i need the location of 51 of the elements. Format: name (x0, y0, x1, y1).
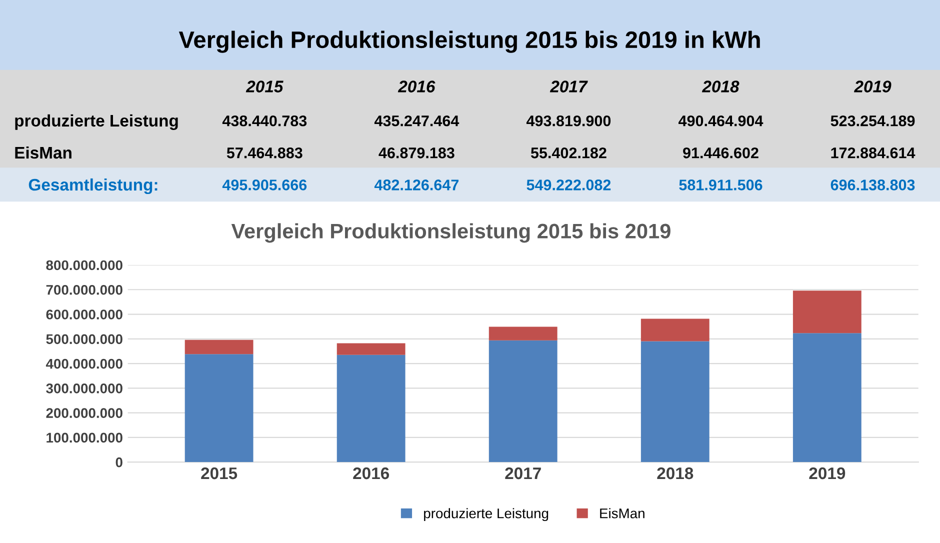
bar (792, 290, 862, 334)
text: 549.222.082 (526, 180, 611, 190)
x-tick-label: 2019 (809, 467, 846, 480)
data-label: 438.440.783 (222, 115, 307, 126)
text: Gesamtleistung: (28, 178, 158, 194)
bar (640, 341, 710, 462)
x-tick-label: 2017 (505, 467, 541, 480)
y-tick-label: 200.000.000 (46, 408, 122, 418)
text: produzierte Leistung (15, 114, 178, 130)
y-tick-label: 300.000.000 (46, 384, 122, 394)
category-label: 2017 (550, 80, 588, 92)
y-tick-label: 0 (116, 457, 122, 468)
category-label: 2018 (702, 80, 740, 92)
y-tick-label: 800.000.000 (46, 260, 122, 270)
data-label: 55.402.182 (530, 147, 606, 158)
data-label: 91.446.602 (683, 147, 758, 158)
bar (336, 354, 406, 462)
x-tick-label: 2015 (201, 467, 238, 480)
data-label: 523.254.189 (830, 115, 915, 126)
category-label: 2015 (246, 80, 284, 92)
bar (336, 343, 406, 355)
bar (488, 340, 558, 462)
data-label: 172.884.614 (831, 147, 916, 158)
x-tick-label: 2016 (353, 467, 390, 480)
bar (640, 318, 710, 342)
bar (792, 333, 862, 462)
text: 482.126.647 (374, 180, 459, 190)
legend-label: produzierte Leistung (424, 508, 548, 522)
text: 495.905.666 (222, 180, 307, 190)
bar (184, 340, 254, 354)
y-tick-label: 400.000.000 (46, 358, 122, 369)
bar (488, 326, 558, 340)
legend-label: EisMan (600, 508, 644, 518)
category-label: 2019 (854, 80, 892, 92)
category-label: 2016 (398, 80, 436, 92)
chart-subtitle: Vergleich Produktionsleistung 2015 bis 2019 (231, 223, 670, 243)
text: 581.911.506 (679, 180, 762, 190)
data-label: 493.819.900 (526, 115, 611, 126)
chart-title: Vergleich Produktionsleistung 2015 bis 2019 in kWh (178, 30, 760, 53)
y-tick-label: 500.000.000 (46, 334, 122, 344)
text: 696.138.803 (830, 180, 915, 190)
data-label: 57.464.883 (226, 147, 302, 158)
data-label: 490.464.904 (678, 115, 764, 126)
y-tick-label: 700.000.000 (46, 284, 122, 295)
y-tick-label: 600.000.000 (46, 310, 122, 320)
y-tick-label: 100.000.000 (46, 432, 122, 443)
bar (184, 354, 254, 462)
text: EisMan (15, 146, 72, 159)
data-label: 435.247.464 (374, 115, 460, 126)
data-label: 46.879.183 (378, 147, 454, 158)
x-tick-label: 2018 (657, 467, 694, 480)
